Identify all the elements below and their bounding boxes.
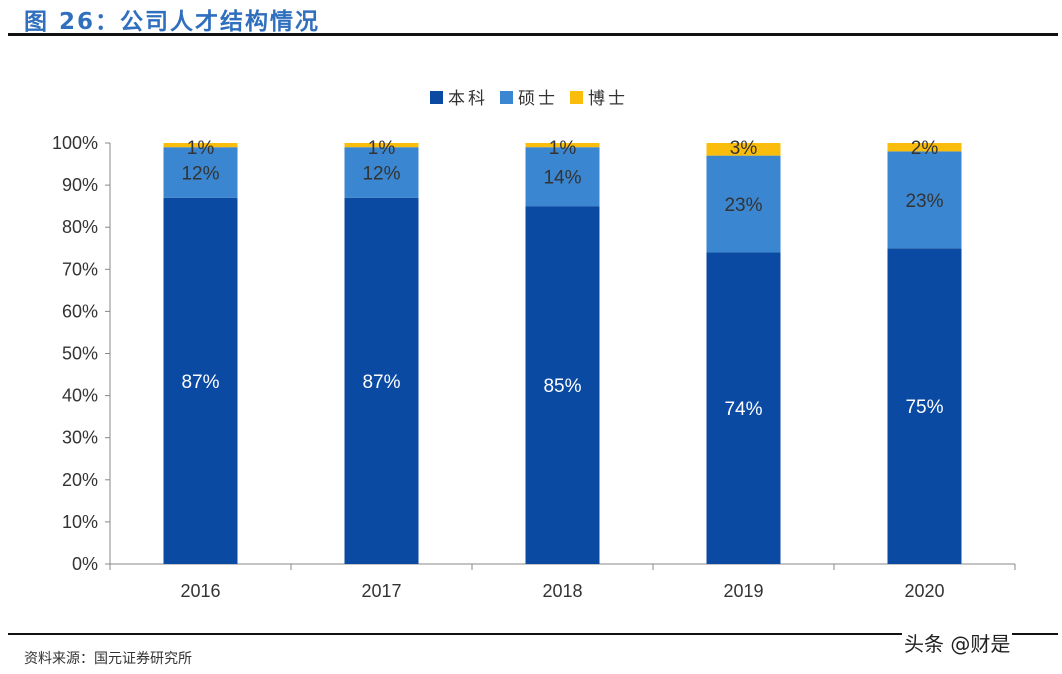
y-tick-label: 0%: [72, 554, 98, 574]
bar-segment-硕士: [344, 147, 419, 198]
bar-segment-硕士: [706, 155, 781, 253]
y-tick-label: 70%: [62, 259, 98, 279]
x-tick-label: 2019: [723, 581, 763, 601]
watermark: 头条 @财是: [902, 628, 1013, 657]
bar-segment-本科: [525, 206, 600, 564]
y-tick-label: 50%: [62, 344, 98, 364]
legend-label: 博士: [588, 89, 628, 108]
y-tick-label: 10%: [62, 512, 98, 532]
data-label: 23%: [724, 195, 762, 216]
data-label: 1%: [549, 138, 577, 159]
figure-title: 图 26：公司人才结构情况: [24, 9, 321, 35]
data-label: 1%: [187, 138, 215, 159]
y-tick-label: 20%: [62, 470, 98, 490]
data-label: 3%: [730, 138, 758, 159]
legend-swatch: [500, 91, 513, 104]
bar-segment-本科: [344, 197, 419, 565]
bar-segment-博士: [344, 143, 419, 148]
data-label: 12%: [181, 163, 219, 184]
bar-segment-本科: [706, 252, 781, 564]
data-label: 23%: [905, 191, 943, 212]
bar-segment-博士: [887, 143, 962, 152]
bar-segment-硕士: [525, 147, 600, 207]
y-tick-label: 60%: [62, 301, 98, 321]
legend-label: 本科: [448, 89, 488, 108]
data-label: 2%: [911, 138, 939, 159]
data-label: 12%: [362, 163, 400, 184]
bar-segment-硕士: [887, 151, 962, 249]
legend-swatch: [430, 91, 443, 104]
x-tick-label: 2017: [361, 581, 401, 601]
bar-segment-本科: [163, 197, 238, 565]
legend-label: 硕士: [518, 89, 558, 108]
bar-segment-本科: [887, 248, 962, 564]
bar-segment-博士: [163, 143, 238, 148]
y-tick-label: 40%: [62, 386, 98, 406]
data-label: 85%: [543, 376, 581, 397]
legend-swatch: [570, 91, 583, 104]
y-tick-label: 30%: [62, 428, 98, 448]
top-rule: [8, 33, 1058, 36]
bottom-rule: [8, 633, 1058, 635]
data-label: 74%: [724, 399, 762, 420]
y-tick-label: 90%: [62, 175, 98, 195]
x-tick-label: 2018: [542, 581, 582, 601]
source-note: 资料来源：国元证券研究所: [24, 651, 192, 667]
bar-segment-博士: [525, 143, 600, 148]
data-label: 87%: [362, 372, 400, 393]
x-tick-label: 2016: [180, 581, 220, 601]
bar-segment-硕士: [163, 147, 238, 198]
x-tick-label: 2020: [904, 581, 944, 601]
y-tick-label: 100%: [52, 133, 98, 153]
data-label: 14%: [543, 168, 581, 189]
data-label: 87%: [181, 372, 219, 393]
y-tick-label: 80%: [62, 217, 98, 237]
data-label: 75%: [905, 397, 943, 418]
bar-segment-博士: [706, 143, 781, 156]
data-label: 1%: [368, 138, 396, 159]
